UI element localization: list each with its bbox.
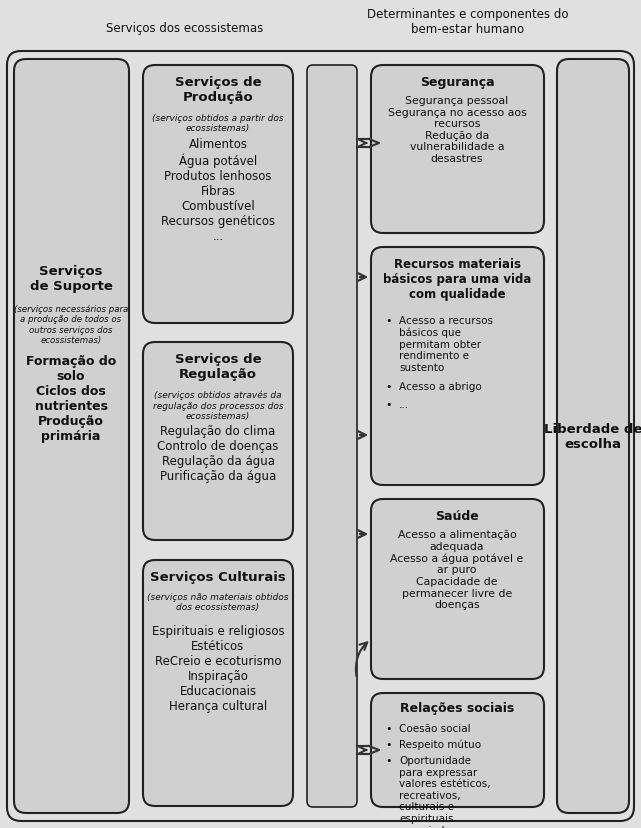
- FancyBboxPatch shape: [557, 60, 629, 813]
- Text: Serviços dos ecossistemas: Serviços dos ecossistemas: [106, 22, 263, 35]
- Text: •: •: [386, 739, 392, 749]
- Text: Serviços de
Regulação: Serviços de Regulação: [175, 353, 262, 381]
- FancyBboxPatch shape: [143, 343, 293, 541]
- Text: ...: ...: [399, 400, 409, 410]
- FancyBboxPatch shape: [371, 248, 544, 485]
- Text: (serviços não materiais obtidos
dos ecossistemas): (serviços não materiais obtidos dos ecos…: [147, 592, 288, 612]
- Text: Acesso a recursos
básicos que
permitam obter
rendimento e
sustento: Acesso a recursos básicos que permitam o…: [399, 315, 493, 373]
- Text: Oportunidade
para expressar
valores estéticos,
recreativos,
culturais e
espiritu: Oportunidade para expressar valores esté…: [399, 755, 490, 828]
- FancyBboxPatch shape: [143, 66, 293, 324]
- FancyBboxPatch shape: [14, 60, 129, 813]
- Text: Espirituais e religiosos
Estéticos
ReCreio e ecoturismo
Inspiração
Educacionais
: Espirituais e religiosos Estéticos ReCre…: [152, 624, 285, 712]
- FancyBboxPatch shape: [143, 561, 293, 806]
- Text: Serviços
de Suporte: Serviços de Suporte: [29, 265, 112, 292]
- Text: Serviços Culturais: Serviços Culturais: [150, 570, 286, 583]
- Text: Saúde: Saúde: [435, 509, 479, 522]
- Text: Respeito mútuo: Respeito mútuo: [399, 739, 481, 749]
- FancyBboxPatch shape: [7, 52, 634, 821]
- Text: Relações sociais: Relações sociais: [400, 701, 514, 714]
- Text: Formação do
solo
Ciclos dos
nutrientes
Produção
primária: Formação do solo Ciclos dos nutrientes P…: [26, 354, 116, 442]
- Text: Determinantes e componentes do
bem-estar humano: Determinantes e componentes do bem-estar…: [367, 8, 569, 36]
- FancyBboxPatch shape: [371, 693, 544, 807]
- Text: •: •: [386, 315, 392, 325]
- Text: Liberdade de
escolha: Liberdade de escolha: [544, 422, 641, 450]
- FancyBboxPatch shape: [371, 66, 544, 233]
- Text: Segurança pessoal
Segurança no acesso aos
recursos
Redução da
vulnerabilidade a
: Segurança pessoal Segurança no acesso ao…: [388, 96, 526, 164]
- Text: Acesso a alimentação
adequada
Acesso a água potável e
ar puro
Capacidade de
perm: Acesso a alimentação adequada Acesso a á…: [390, 529, 524, 609]
- Text: •: •: [386, 382, 392, 392]
- Text: Recursos materiais
básicos para uma vida
com qualidade: Recursos materiais básicos para uma vida…: [383, 258, 531, 301]
- Text: Regulação do clima
Controlo de doenças
Regulação da água
Purificação da água: Regulação do clima Controlo de doenças R…: [157, 425, 279, 483]
- Text: (serviços necessários para
a produção de todos os
outros serviços dos
ecossistem: (serviços necessários para a produção de…: [14, 305, 128, 344]
- Text: Acesso a abrigo: Acesso a abrigo: [399, 382, 482, 392]
- Text: Alimentos
Água potável
Produtos lenhosos
Fibras
Combustível
Recursos genéticos
.: Alimentos Água potável Produtos lenhosos…: [161, 137, 275, 243]
- FancyBboxPatch shape: [307, 66, 357, 807]
- Text: •: •: [386, 400, 392, 410]
- Text: Coesão social: Coesão social: [399, 723, 470, 733]
- Text: Segurança: Segurança: [420, 76, 494, 89]
- Text: Serviços de
Produção: Serviços de Produção: [175, 76, 262, 104]
- FancyBboxPatch shape: [371, 499, 544, 679]
- Text: (serviços obtidos a partir dos
ecossistemas): (serviços obtidos a partir dos ecossiste…: [152, 114, 284, 133]
- Text: •: •: [386, 755, 392, 765]
- Text: (serviços obtidos através da
regulação dos processos dos
ecossistemas): (serviços obtidos através da regulação d…: [153, 391, 283, 421]
- Text: •: •: [386, 723, 392, 733]
